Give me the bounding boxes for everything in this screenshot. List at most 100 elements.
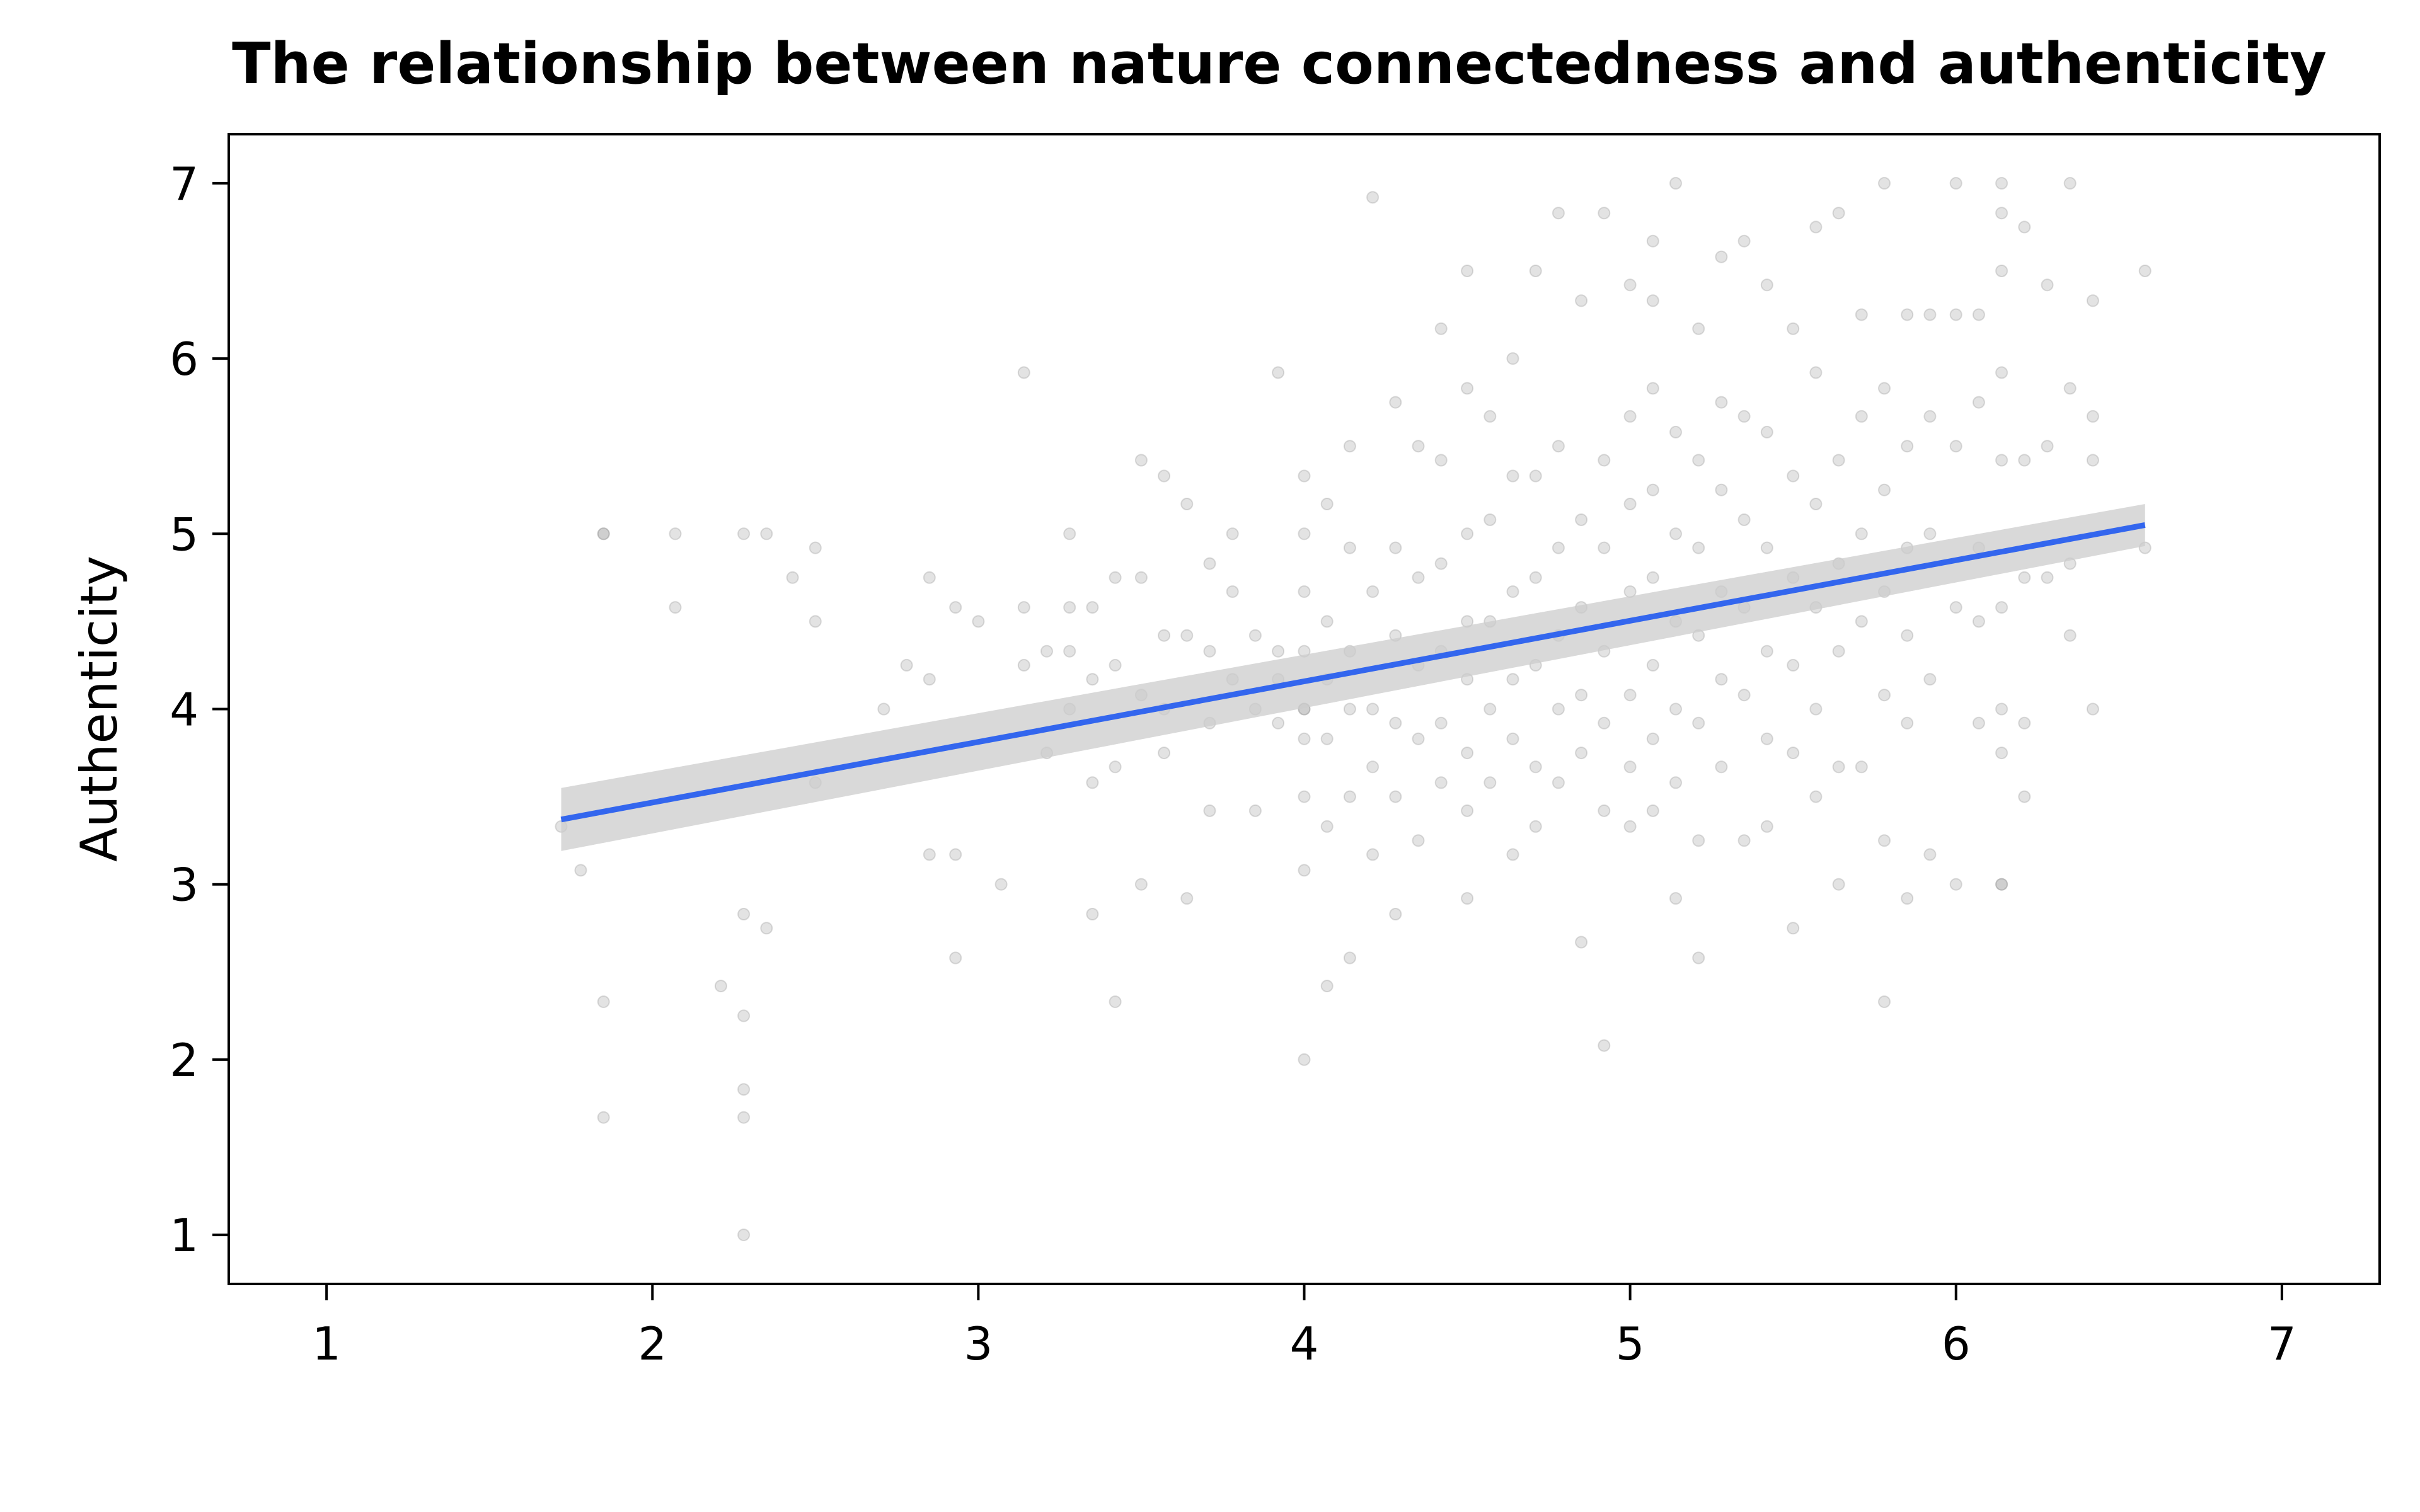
data-point (923, 571, 936, 584)
data-point (737, 1228, 751, 1242)
data-point (2041, 440, 2054, 453)
data-point (1226, 527, 1239, 541)
data-point (1529, 469, 1542, 483)
data-point (2018, 716, 2031, 730)
data-point (1923, 308, 1937, 321)
data-point (1646, 294, 1659, 307)
data-point (1109, 658, 1122, 672)
data-point (737, 1083, 751, 1096)
data-point (1692, 716, 1705, 730)
data-point (1063, 527, 1076, 541)
data-point (737, 1111, 751, 1124)
data-point (1203, 644, 1216, 658)
data-point (1434, 557, 1448, 570)
data-point (1646, 732, 1659, 745)
axes: 1 2 3 4 5 6 7 1 2 3 4 5 6 7 (170, 158, 2296, 1370)
data-point (1760, 644, 1773, 658)
x-tick-label: 5 (1616, 1317, 1645, 1370)
data-point (900, 658, 913, 672)
data-point (2041, 278, 2054, 292)
data-point (1412, 571, 1425, 584)
data-point (1272, 366, 1285, 379)
data-point (2063, 176, 2077, 190)
x-tick-label: 2 (638, 1317, 667, 1370)
data-point (1086, 601, 1099, 614)
data-point (1923, 848, 1937, 861)
data-point (737, 908, 751, 920)
y-axis-label: Authenticity (70, 556, 129, 862)
regression-line (560, 522, 2146, 823)
data-point (597, 1111, 610, 1124)
confidence-band (561, 504, 2145, 851)
y-tick-label: 7 (170, 158, 199, 210)
data-point (1692, 322, 1705, 335)
data-point (1623, 760, 1637, 774)
data-point (1552, 207, 1565, 220)
data-point (923, 848, 936, 861)
data-point (1298, 469, 1311, 483)
data-point (1737, 834, 1751, 847)
data-point (1434, 716, 1448, 730)
data-point (1180, 892, 1194, 905)
data-point (1598, 454, 1611, 467)
data-point (1715, 250, 1728, 263)
data-point (1923, 527, 1937, 541)
data-point (1086, 673, 1099, 686)
data-point (1506, 469, 1519, 483)
data-point (1529, 571, 1542, 584)
data-point (1809, 220, 1823, 234)
data-point (1809, 790, 1823, 803)
data-point (1972, 716, 1985, 730)
data-point (1901, 440, 1914, 453)
data-point (1787, 747, 1800, 760)
data-point (1760, 278, 1773, 292)
data-point (1598, 207, 1611, 220)
data-point (1715, 483, 1728, 496)
data-point (2086, 454, 2099, 467)
data-point (1901, 892, 1914, 905)
data-point (1855, 410, 1868, 423)
data-point (1040, 644, 1053, 658)
data-point (1737, 513, 1751, 526)
data-point (1878, 834, 1891, 847)
data-point (1901, 629, 1914, 642)
data-point (1434, 776, 1448, 789)
data-point (1298, 790, 1311, 803)
data-point (1995, 878, 2008, 891)
data-point (1272, 644, 1285, 658)
data-point (1623, 820, 1637, 833)
data-point (1320, 820, 1334, 833)
data-point (597, 995, 610, 1009)
data-point (1158, 747, 1171, 760)
data-point (1434, 454, 1448, 467)
data-point (1575, 513, 1588, 526)
data-point (1506, 732, 1519, 745)
data-point (1669, 702, 1682, 716)
data-point (1272, 716, 1285, 730)
data-point (1343, 702, 1356, 716)
data-point (1412, 732, 1425, 745)
y-tick-label: 3 (170, 859, 199, 912)
data-point (2138, 265, 2152, 277)
data-point (1855, 760, 1868, 774)
x-tick-label: 1 (312, 1317, 341, 1370)
data-point (1412, 834, 1425, 847)
data-point (1878, 689, 1891, 702)
data-point (1669, 892, 1682, 905)
data-point (1878, 382, 1891, 395)
data-point (1787, 922, 1800, 935)
data-point (1552, 541, 1565, 554)
data-point (737, 527, 751, 541)
data-point (597, 527, 610, 541)
data-point (1063, 601, 1076, 614)
data-point (1995, 454, 2008, 467)
data-point (1134, 454, 1148, 467)
data-point (1855, 527, 1868, 541)
data-point (1692, 541, 1705, 554)
data-point (1434, 322, 1448, 335)
data-point (1298, 732, 1311, 745)
data-point (2086, 294, 2099, 307)
y-tick-label: 6 (170, 333, 199, 386)
data-point (1298, 527, 1311, 541)
data-point (1832, 878, 1845, 891)
